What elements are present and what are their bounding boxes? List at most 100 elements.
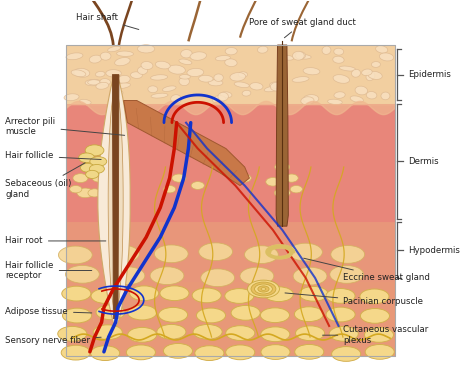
Ellipse shape bbox=[58, 246, 92, 264]
Ellipse shape bbox=[292, 51, 304, 60]
Ellipse shape bbox=[362, 69, 372, 76]
Ellipse shape bbox=[96, 305, 125, 320]
Ellipse shape bbox=[328, 99, 342, 105]
Ellipse shape bbox=[366, 92, 377, 99]
Ellipse shape bbox=[150, 267, 184, 285]
Text: Arrector pili
muscle: Arrector pili muscle bbox=[5, 116, 125, 136]
Ellipse shape bbox=[93, 325, 122, 339]
Ellipse shape bbox=[333, 75, 349, 83]
Ellipse shape bbox=[66, 53, 83, 60]
Ellipse shape bbox=[365, 345, 394, 359]
Ellipse shape bbox=[77, 188, 93, 198]
Ellipse shape bbox=[108, 46, 120, 52]
Ellipse shape bbox=[190, 52, 207, 60]
Ellipse shape bbox=[275, 162, 290, 172]
Ellipse shape bbox=[90, 164, 104, 173]
Ellipse shape bbox=[234, 82, 249, 88]
Ellipse shape bbox=[81, 162, 99, 172]
Ellipse shape bbox=[261, 345, 290, 359]
Ellipse shape bbox=[114, 83, 130, 89]
Ellipse shape bbox=[326, 307, 355, 322]
Ellipse shape bbox=[208, 80, 223, 86]
Ellipse shape bbox=[261, 288, 266, 290]
Ellipse shape bbox=[100, 52, 111, 60]
Ellipse shape bbox=[130, 72, 142, 78]
Ellipse shape bbox=[196, 308, 226, 323]
Ellipse shape bbox=[220, 92, 232, 98]
Ellipse shape bbox=[303, 68, 320, 75]
Ellipse shape bbox=[91, 346, 120, 361]
Text: Hair shaft: Hair shaft bbox=[76, 13, 139, 29]
Ellipse shape bbox=[225, 289, 254, 303]
Ellipse shape bbox=[111, 267, 145, 285]
Ellipse shape bbox=[85, 145, 104, 156]
Ellipse shape bbox=[331, 246, 365, 263]
Ellipse shape bbox=[282, 55, 294, 60]
Ellipse shape bbox=[366, 72, 375, 81]
Ellipse shape bbox=[73, 174, 88, 183]
Ellipse shape bbox=[372, 62, 381, 68]
Ellipse shape bbox=[74, 68, 90, 77]
Text: Hair root: Hair root bbox=[5, 236, 106, 246]
Ellipse shape bbox=[379, 53, 393, 61]
Text: Epidermis: Epidermis bbox=[408, 70, 451, 79]
Ellipse shape bbox=[215, 56, 230, 61]
Text: Adipose tissue: Adipose tissue bbox=[5, 307, 92, 316]
Ellipse shape bbox=[160, 286, 189, 301]
Ellipse shape bbox=[199, 243, 233, 260]
Ellipse shape bbox=[258, 286, 269, 292]
Polygon shape bbox=[112, 75, 119, 319]
Text: Sebaceous (oil)
gland: Sebaceous (oil) gland bbox=[5, 163, 85, 199]
Ellipse shape bbox=[91, 289, 120, 303]
Ellipse shape bbox=[62, 286, 91, 301]
Ellipse shape bbox=[225, 59, 237, 66]
Ellipse shape bbox=[92, 174, 106, 182]
Ellipse shape bbox=[257, 46, 268, 53]
Ellipse shape bbox=[245, 246, 278, 263]
Ellipse shape bbox=[270, 82, 283, 91]
Ellipse shape bbox=[214, 74, 223, 81]
Ellipse shape bbox=[352, 69, 360, 77]
Polygon shape bbox=[66, 223, 395, 282]
Text: Hair follicle
receptor: Hair follicle receptor bbox=[5, 261, 92, 280]
Ellipse shape bbox=[114, 91, 123, 96]
Text: Hair follicle: Hair follicle bbox=[5, 151, 101, 160]
Ellipse shape bbox=[296, 52, 306, 59]
Ellipse shape bbox=[191, 182, 204, 189]
Ellipse shape bbox=[129, 286, 159, 301]
Ellipse shape bbox=[179, 75, 191, 79]
Ellipse shape bbox=[333, 56, 344, 63]
Ellipse shape bbox=[360, 309, 390, 323]
Ellipse shape bbox=[326, 289, 355, 303]
Ellipse shape bbox=[332, 347, 361, 361]
Ellipse shape bbox=[192, 288, 221, 303]
Ellipse shape bbox=[90, 157, 107, 166]
Ellipse shape bbox=[266, 178, 280, 186]
Ellipse shape bbox=[65, 265, 100, 283]
Ellipse shape bbox=[330, 266, 364, 283]
Ellipse shape bbox=[158, 308, 188, 322]
Ellipse shape bbox=[299, 286, 328, 301]
Ellipse shape bbox=[96, 82, 109, 89]
Ellipse shape bbox=[230, 73, 246, 81]
Ellipse shape bbox=[260, 308, 290, 323]
Ellipse shape bbox=[137, 45, 155, 53]
Ellipse shape bbox=[350, 96, 364, 102]
Ellipse shape bbox=[296, 55, 311, 59]
Ellipse shape bbox=[88, 80, 100, 85]
Ellipse shape bbox=[368, 71, 382, 79]
Ellipse shape bbox=[141, 62, 153, 69]
Text: Pacinian corpuscle: Pacinian corpuscle bbox=[285, 293, 423, 306]
Ellipse shape bbox=[155, 61, 170, 69]
Ellipse shape bbox=[303, 95, 319, 103]
Ellipse shape bbox=[250, 83, 263, 90]
Text: Hypodermis: Hypodermis bbox=[408, 246, 460, 255]
Polygon shape bbox=[98, 75, 130, 326]
Ellipse shape bbox=[58, 326, 87, 341]
Ellipse shape bbox=[128, 327, 157, 342]
Polygon shape bbox=[108, 89, 123, 311]
Ellipse shape bbox=[80, 99, 91, 104]
Ellipse shape bbox=[231, 305, 260, 320]
Ellipse shape bbox=[270, 82, 285, 89]
Text: Eccrine sweat gland: Eccrine sweat gland bbox=[304, 258, 430, 282]
